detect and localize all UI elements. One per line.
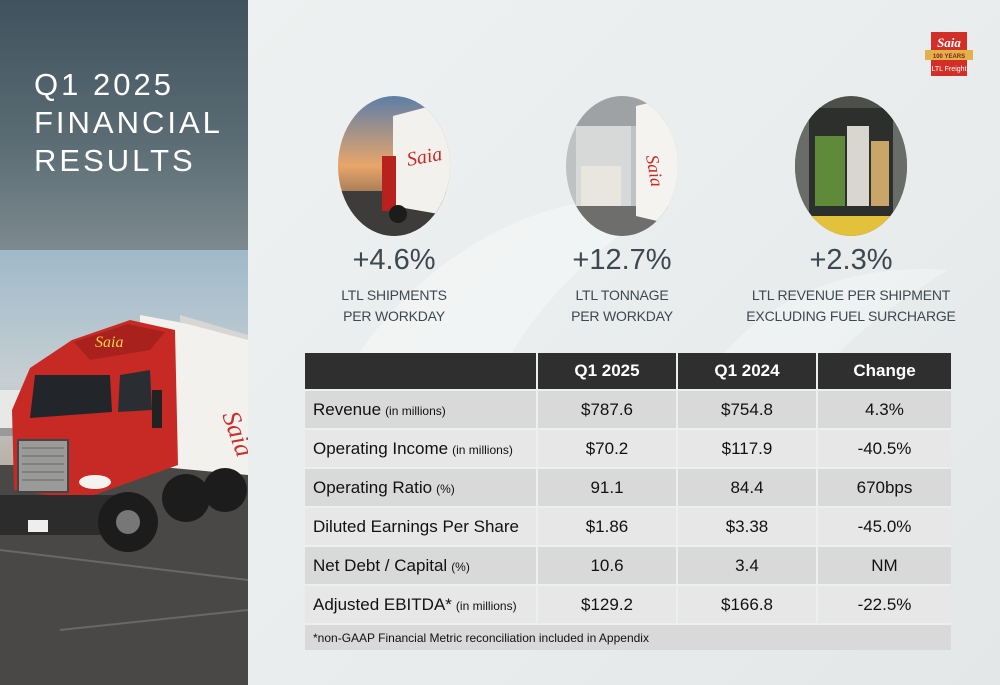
- table-row: Adjusted EBITDA* (in millions) $129.2 $16…: [305, 584, 951, 624]
- metric-cell: Adjusted EBITDA* (in millions): [305, 584, 537, 624]
- kpi-label: LTL TONNAGE PER WORKDAY: [502, 285, 742, 327]
- q1-2024-cell: $3.38: [676, 506, 817, 546]
- kpi-label-line-1: LTL SHIPMENTS: [341, 287, 447, 303]
- metric-unit: (in millions): [385, 403, 446, 418]
- table-footnote-row: *non-GAAP Financial Metric reconciliatio…: [305, 623, 951, 650]
- kpi-label: LTL REVENUE PER SHIPMENT EXCLUDING FUEL …: [731, 285, 971, 327]
- metric-unit: (in millions): [455, 598, 517, 613]
- kpi-label-line-1: LTL REVENUE PER SHIPMENT: [751, 287, 951, 303]
- q1-2024-cell: 3.4: [676, 545, 817, 585]
- q1-2025-cell: 91.1: [536, 467, 677, 507]
- table-footnote: *non-GAAP Financial Metric reconciliatio…: [305, 623, 951, 650]
- q1-2025-cell: $129.2: [536, 584, 677, 624]
- change-cell: -40.5%: [816, 428, 951, 468]
- metric-cell: Net Debt / Capital (%): [305, 545, 537, 585]
- change-cell: -45.0%: [816, 506, 951, 546]
- svg-text:Saia: Saia: [95, 334, 123, 351]
- kpi-photo-dock: Saia: [566, 96, 678, 236]
- metric-unit: (%): [436, 481, 455, 496]
- svg-text:Saia: Saia: [937, 35, 961, 50]
- kpi-photo-truck-sunset: Saia: [338, 96, 450, 236]
- kpi-ltl-shipments: Saia +4.6% LTL SHIPMENTS PER WORKDAY: [274, 96, 514, 327]
- kpi-label-line-2: PER WORKDAY: [343, 308, 445, 324]
- kpi-ltl-tonnage: Saia +12.7% LTL TONNAGE PER WORKDAY: [502, 96, 742, 327]
- metric-cell: Operating Income (in millions): [305, 428, 537, 468]
- q1-2024-cell: $754.8: [676, 389, 817, 429]
- svg-text:100 YEARS: 100 YEARS: [933, 54, 965, 60]
- q1-2025-cell: 10.6: [536, 545, 677, 585]
- title-block: Q1 2025 FINANCIAL RESULTS: [0, 0, 248, 250]
- svg-text:LTL Freight: LTL Freight: [931, 66, 966, 73]
- left-panel: Q1 2025 FINANCIAL RESULTS Saia Saia: [0, 0, 248, 685]
- q1-2025-cell: $787.6: [536, 389, 677, 429]
- table-header-q1-2025: Q1 2025: [536, 353, 677, 390]
- metric-name: Adjusted EBITDA*: [313, 594, 452, 614]
- kpi-label-line-1: LTL TONNAGE: [575, 287, 669, 303]
- table-row: Net Debt / Capital (%) 10.6 3.4 NM: [305, 545, 951, 585]
- truck-sunset-image: Saia: [338, 96, 450, 236]
- truck-illustration: Saia Saia: [0, 315, 248, 685]
- title-line-3: RESULTS: [34, 143, 196, 178]
- metric-name: Revenue: [313, 399, 382, 419]
- kpi-ltl-revenue-per-shipment: +2.3% LTL REVENUE PER SHIPMENT EXCLUDING…: [731, 96, 971, 327]
- title-line-2: FINANCIAL: [34, 105, 223, 140]
- saia-logo-icon: Saia 100 YEARS LTL Freight: [925, 32, 973, 76]
- financial-results-table: Q1 2025 Q1 2024 Change Revenue (in millio…: [305, 353, 951, 650]
- table-row: Operating Income (in millions) $70.2 $117…: [305, 428, 951, 468]
- trailer-load-image: [795, 96, 907, 236]
- q1-2024-cell: $117.9: [676, 428, 817, 468]
- metric-name: Net Debt / Capital: [313, 555, 448, 575]
- change-cell: -22.5%: [816, 584, 951, 624]
- metric-cell: Revenue (in millions): [305, 389, 537, 429]
- table-row: Diluted Earnings Per Share $1.86 $3.38 -…: [305, 506, 951, 546]
- kpi-label: LTL SHIPMENTS PER WORKDAY: [274, 285, 514, 327]
- table-row: Operating Ratio (%) 91.1 84.4 670bps: [305, 467, 951, 507]
- saia-logo: Saia 100 YEARS LTL Freight: [925, 30, 973, 78]
- title-line-1: Q1 2025: [34, 67, 174, 102]
- metric-unit: (in millions): [452, 442, 513, 457]
- table-header-change: Change: [816, 353, 951, 390]
- q1-2025-cell: $70.2: [536, 428, 677, 468]
- kpi-label-line-2: PER WORKDAY: [571, 308, 673, 324]
- metric-cell: Diluted Earnings Per Share: [305, 506, 537, 546]
- slide-title: Q1 2025 FINANCIAL RESULTS: [34, 66, 223, 180]
- kpi-value: +4.6%: [352, 244, 436, 276]
- change-cell: NM: [816, 545, 951, 585]
- metric-name: Operating Ratio: [313, 477, 433, 497]
- table-header-q1-2024: Q1 2024: [676, 353, 817, 390]
- q1-2024-cell: $166.8: [676, 584, 817, 624]
- change-cell: 4.3%: [816, 389, 951, 429]
- kpi-value: +12.7%: [572, 244, 672, 276]
- metric-name: Operating Income: [313, 438, 449, 458]
- table-row: Revenue (in millions) $787.6 $754.8 4.3%: [305, 389, 951, 429]
- metric-name: Diluted Earnings Per Share: [313, 516, 520, 536]
- dock-image: Saia: [566, 96, 678, 236]
- change-cell: 670bps: [816, 467, 951, 507]
- table-header-metric: [305, 353, 537, 390]
- table-header-row: Q1 2025 Q1 2024 Change: [305, 353, 951, 390]
- truck-photo: Saia Saia: [0, 250, 248, 685]
- q1-2025-cell: $1.86: [536, 506, 677, 546]
- kpi-value: +2.3%: [809, 244, 893, 276]
- kpi-photo-trailer-load: [795, 96, 907, 236]
- metric-cell: Operating Ratio (%): [305, 467, 537, 507]
- metric-unit: (%): [451, 559, 470, 574]
- q1-2024-cell: 84.4: [676, 467, 817, 507]
- kpi-label-line-2: EXCLUDING FUEL SURCHARGE: [746, 308, 956, 324]
